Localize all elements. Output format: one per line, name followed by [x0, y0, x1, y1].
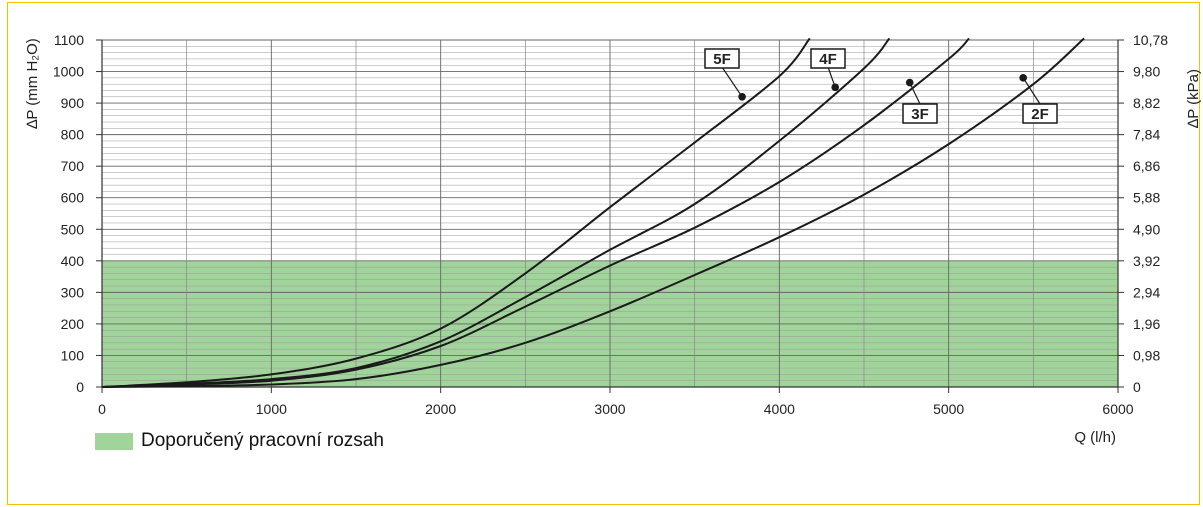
y2-tick-label: 2,94: [1133, 284, 1160, 300]
y-tick-label: 200: [61, 316, 85, 332]
series-line-2F: [101, 37, 1085, 388]
series-label-box-5F: [704, 48, 740, 69]
y2-tick-label: 8,82: [1133, 95, 1160, 111]
y2-tick-label: 6,86: [1133, 158, 1160, 174]
x-tick-label: 3000: [594, 401, 625, 417]
series-line-3F: [101, 37, 970, 388]
series-label-box-3F: [902, 103, 938, 124]
y2-tick-label: 3,92: [1133, 253, 1160, 269]
y2-tick-label: 0,98: [1133, 347, 1160, 363]
y-tick-label: 400: [61, 253, 85, 269]
series-line-4F: [101, 37, 891, 388]
legend-swatch-recommended-range: [95, 432, 133, 450]
y2-tick-label: 0: [1133, 379, 1141, 395]
series-leader-3F: [909, 82, 921, 105]
y-axis-title: ∆P (mm H₂O): [24, 38, 41, 129]
y-tick-label: 300: [61, 284, 85, 300]
legend-label-recommended-range: Doporučený pracovní rozsah: [141, 430, 384, 451]
x-tick-label: 0: [98, 401, 106, 417]
y2-tick-label: 10,78: [1133, 32, 1168, 48]
legend: Doporučený pracovní rozsah: [95, 430, 384, 452]
y2-tick-label: 7,84: [1133, 127, 1160, 143]
series-label-2F: 2F: [1031, 106, 1049, 123]
x-axis-title: Q (l/h): [1074, 429, 1116, 446]
series-leader-4F: [827, 66, 836, 88]
y-tick-label: 100: [61, 347, 85, 363]
y2-tick-label: 9,80: [1133, 64, 1160, 80]
x-tick-label: 1000: [256, 401, 287, 417]
y-tick-label: 1100: [54, 32, 84, 48]
series-label-5F: 5F: [713, 51, 731, 68]
y-tick-label: 800: [61, 127, 85, 143]
series-label-box-4F: [810, 48, 846, 69]
x-tick-label: 2000: [425, 401, 456, 417]
series-label-3F: 3F: [911, 106, 929, 123]
y2-tick-label: 5,88: [1133, 190, 1160, 206]
series-line-5F: [101, 37, 811, 388]
x-tick-label: 5000: [933, 401, 964, 417]
y-tick-label: 0: [76, 379, 84, 395]
y2-tick-label: 1,96: [1133, 316, 1160, 332]
x-tick-label: 4000: [764, 401, 795, 417]
series-label-4F: 4F: [819, 51, 837, 68]
series-label-box-2F: [1022, 103, 1058, 124]
series-marker-2F: [1019, 74, 1027, 82]
y-tick-label: 1000: [53, 64, 84, 80]
chart-frame: [7, 2, 1200, 505]
y-tick-label: 500: [61, 221, 85, 237]
y-tick-label: 900: [61, 95, 85, 111]
series-leader-5F: [721, 66, 743, 98]
y2-axis-title: ∆P (kPa): [1185, 69, 1202, 128]
y-tick-label: 700: [61, 158, 85, 174]
y-tick-label: 600: [61, 190, 85, 206]
x-tick-label: 6000: [1102, 401, 1133, 417]
y2-tick-label: 4,90: [1133, 221, 1160, 237]
series-leader-2F: [1022, 77, 1041, 105]
